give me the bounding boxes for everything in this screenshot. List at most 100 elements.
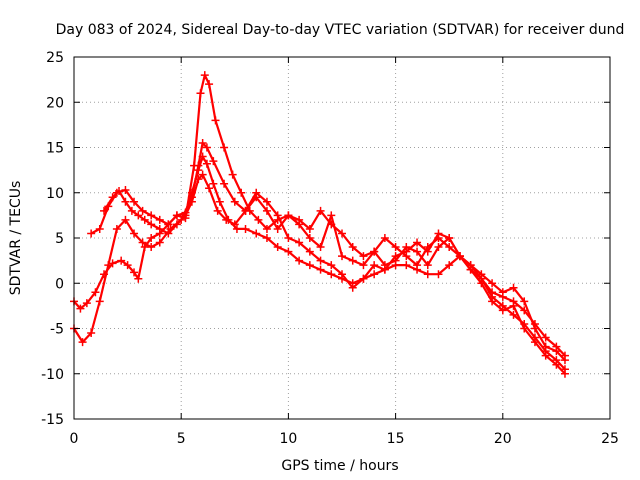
data-point	[112, 224, 121, 233]
data-point	[445, 234, 454, 242]
x-axis-label: GPS time / hours	[281, 458, 398, 474]
data-point	[498, 306, 507, 315]
data-point	[181, 211, 190, 220]
data-point	[273, 243, 282, 252]
data-point	[215, 197, 224, 206]
data-point	[138, 206, 147, 215]
data-point	[121, 215, 130, 224]
y-tick-label: -15	[41, 412, 64, 428]
data-point	[147, 220, 156, 229]
data-point	[130, 197, 139, 206]
data-point	[232, 224, 241, 233]
series-line	[72, 141, 567, 362]
data-point	[147, 243, 156, 252]
data-point	[95, 297, 104, 306]
y-tick-label: -5	[50, 322, 64, 338]
data-point	[155, 238, 164, 247]
data-point	[187, 197, 196, 206]
data-point	[241, 206, 250, 215]
data-point	[78, 338, 87, 347]
data-point	[348, 243, 357, 252]
data-point	[121, 186, 130, 195]
data-point	[205, 184, 214, 193]
data-point	[445, 243, 454, 252]
series-track-1	[70, 152, 569, 374]
data-point	[100, 206, 109, 215]
data-point	[198, 138, 207, 147]
data-point	[134, 211, 143, 220]
x-tick-label: 0	[70, 431, 79, 447]
y-tick-label: -10	[41, 367, 64, 383]
data-point	[194, 175, 203, 184]
data-point	[477, 274, 486, 283]
data-point	[498, 292, 507, 301]
data-point	[423, 261, 432, 270]
data-point	[117, 256, 126, 265]
data-point	[348, 256, 357, 265]
data-point	[254, 215, 263, 224]
x-tick-label: 15	[387, 431, 405, 447]
data-point	[123, 261, 132, 270]
data-point	[202, 159, 211, 168]
data-point	[262, 234, 271, 242]
data-point	[230, 197, 239, 206]
data-point	[198, 170, 207, 179]
data-point	[327, 270, 336, 279]
data-point	[82, 299, 91, 308]
y-tick-label: 25	[46, 50, 64, 66]
x-tick-label: 5	[177, 431, 186, 447]
data-point	[488, 279, 497, 288]
data-point	[530, 338, 539, 347]
data-point	[370, 270, 379, 279]
data-point	[316, 265, 325, 274]
data-point	[327, 261, 336, 270]
y-tick-label: 20	[46, 95, 64, 111]
data-point	[380, 234, 389, 242]
data-point	[327, 211, 336, 220]
y-tick-label: 5	[55, 231, 64, 247]
data-point	[138, 238, 147, 247]
data-point	[241, 224, 250, 233]
chart-title: Day 083 of 2024, Sidereal Day-to-day VTE…	[56, 22, 625, 38]
data-point	[434, 243, 443, 252]
data-point	[359, 261, 368, 270]
data-point	[262, 206, 271, 215]
data-point	[172, 220, 181, 229]
data-point	[95, 224, 104, 233]
data-point	[205, 80, 214, 89]
data-point	[434, 270, 443, 279]
data-point	[284, 211, 293, 220]
data-point	[211, 116, 220, 125]
data-point	[348, 283, 357, 292]
data-point	[305, 224, 314, 233]
data-point	[164, 229, 173, 238]
data-point	[445, 261, 454, 270]
data-point	[230, 220, 239, 229]
data-point	[552, 360, 561, 369]
data-point	[359, 252, 368, 261]
data-point	[222, 215, 231, 224]
data-point	[91, 288, 100, 297]
data-point	[262, 197, 271, 206]
data-point	[262, 224, 271, 233]
data-point	[560, 351, 569, 360]
data-point	[509, 310, 518, 319]
data-point	[509, 297, 518, 306]
data-point	[295, 238, 304, 247]
data-point	[121, 197, 130, 206]
data-point	[220, 143, 229, 152]
data-point	[147, 211, 156, 220]
data-point	[402, 247, 411, 256]
data-point	[172, 211, 181, 220]
data-point	[104, 261, 113, 270]
data-point	[305, 234, 314, 242]
y-tick-label: 15	[46, 141, 64, 157]
data-point	[108, 259, 117, 268]
data-point	[200, 71, 209, 80]
data-point	[423, 247, 432, 256]
data-point	[228, 170, 237, 179]
x-tick-label: 20	[494, 431, 512, 447]
data-point	[147, 234, 156, 242]
data-point	[140, 215, 149, 224]
